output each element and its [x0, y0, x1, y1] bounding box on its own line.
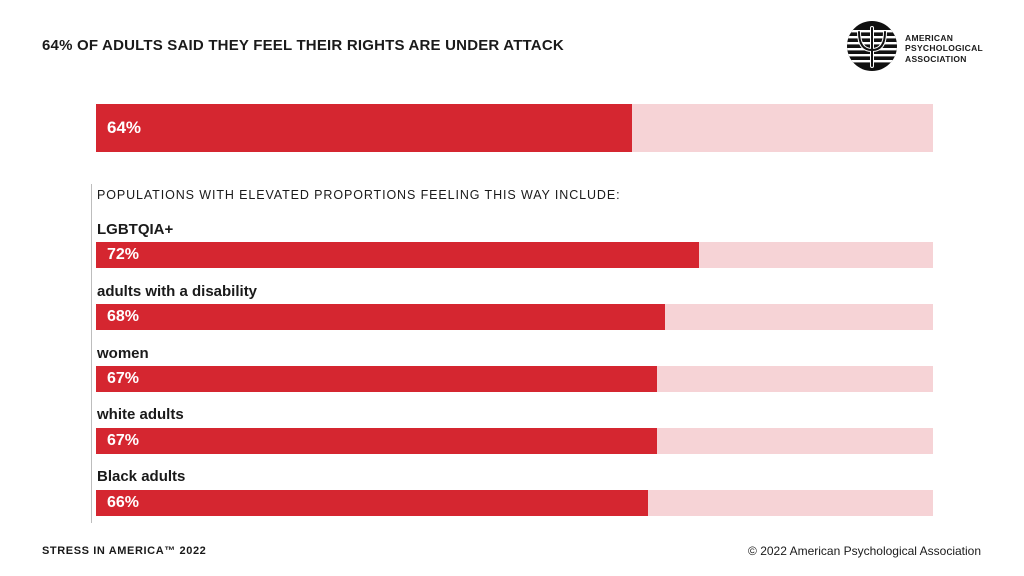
logo-line: PSYCHOLOGICAL [905, 43, 984, 54]
footer-copyright: © 2022 American Psychological Associatio… [748, 544, 981, 558]
bar-track: 66% [96, 490, 933, 516]
category-label: adults with a disability [97, 283, 258, 300]
category-label: women [97, 345, 149, 362]
bar [96, 490, 649, 516]
overall-value-label: 64% [107, 118, 142, 137]
bar-value-label: 67% [107, 370, 140, 387]
bar-track: 67% [96, 366, 933, 392]
overall-bar [96, 104, 632, 152]
chart-title: 64% OF ADULTS SAID THEY FEEL THEIR RIGHT… [42, 37, 564, 54]
subheading: POPULATIONS WITH ELEVATED PROPORTIONS FE… [97, 188, 621, 202]
logo-line: ASSOCIATION [905, 53, 967, 64]
bar-track: 68% [96, 304, 933, 330]
bar-track: 67% [96, 428, 933, 454]
category-label: white adults [97, 406, 184, 423]
logo-line: AMERICAN [905, 32, 954, 43]
bar [96, 242, 699, 268]
bar-value-label: 66% [107, 494, 140, 511]
category-label: Black adults [97, 468, 186, 485]
section-divider [91, 184, 92, 523]
overall-bar-track: 64% [96, 104, 933, 152]
bar [96, 366, 657, 392]
footer-series-title: STRESS IN AMERICA™ 2022 [42, 545, 207, 557]
category-label: LGBTQIA+ [97, 221, 174, 238]
bar-track: 72% [96, 242, 933, 268]
bar-value-label: 72% [107, 246, 140, 263]
bar [96, 428, 657, 454]
bar [96, 304, 666, 330]
bar-value-label: 67% [107, 432, 140, 449]
logo-wordmark: AMERICAN PSYCHOLOGICAL ASSOCIATION [905, 33, 983, 65]
bar-value-label: 68% [107, 308, 140, 325]
apa-logo: AMERICAN PSYCHOLOGICAL ASSOCIATION [846, 20, 983, 77]
apa-psi-logo-icon [846, 20, 898, 77]
